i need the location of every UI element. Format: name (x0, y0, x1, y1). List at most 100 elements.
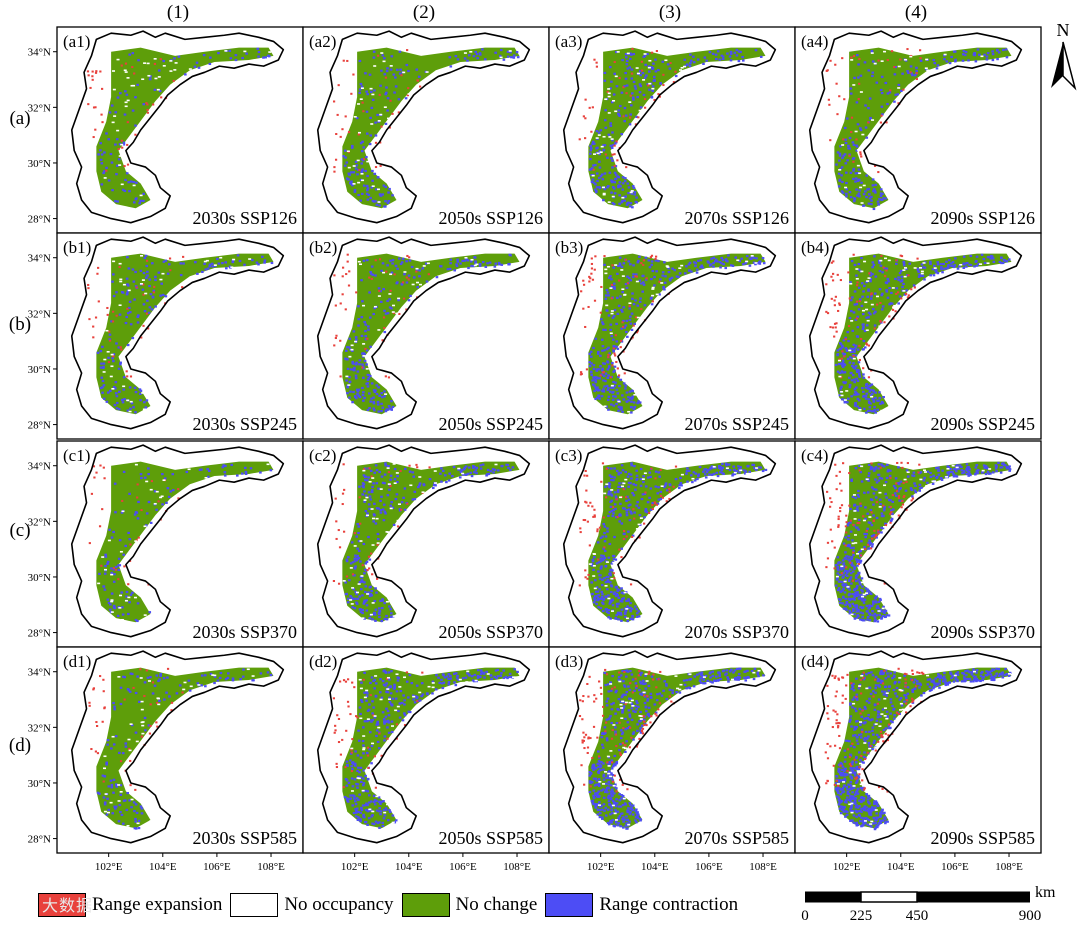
legend-label-no-change: No change (456, 894, 538, 916)
panel-caption: 2050s SSP245 (438, 414, 543, 434)
lon-tick-label: 106°E (449, 861, 477, 873)
map-panel-b2: (b2) 2050s SSP245 (303, 233, 549, 439)
lon-tick-label: 106°E (941, 861, 969, 873)
lat-tick-label: 30°N (28, 364, 51, 376)
lat-tick-label: 28°N (28, 214, 51, 226)
panel-id-label: (a2) (309, 32, 336, 51)
panel-caption: 2030s SSP245 (192, 414, 297, 434)
lat-tick-label: 32°N (28, 516, 51, 528)
panel-caption: 2090s SSP126 (930, 208, 1035, 228)
map-panel-d1: (d1) 2030s SSP585 (57, 647, 303, 853)
panel-id-label: (a4) (801, 32, 828, 51)
map-panel-b1: (b1) 2030s SSP245 (57, 233, 303, 439)
panel-caption: 2030s SSP370 (192, 622, 297, 642)
legend-label-range-expansion: Range expansion (92, 894, 222, 916)
legend-item-no-change: No change (402, 893, 538, 917)
lat-tick-label: 30°N (28, 572, 51, 584)
lat-tick-label: 34°N (28, 667, 51, 679)
lon-tick-label: 106°E (695, 861, 723, 873)
lon-tick-label: 102°E (833, 861, 861, 873)
panel-caption: 2070s SSP126 (684, 208, 789, 228)
lat-tick-label: 34°N (28, 253, 51, 265)
map-panel-d3: (d3) 2070s SSP585 (549, 647, 795, 853)
lon-tick-label: 104°E (395, 861, 423, 873)
panel-id-label: (b2) (309, 238, 337, 257)
lon-tick-label: 104°E (149, 861, 177, 873)
legend: Range expansion No occupancy No change R… (38, 892, 746, 918)
panel-id-label: (d2) (309, 652, 337, 671)
panel-id-label: (b1) (63, 238, 91, 257)
map-panel-d4: (d4) 2090s SSP585 (795, 647, 1041, 853)
scale-bar-graphic (805, 888, 1030, 908)
legend-label-no-occupancy: No occupancy (284, 894, 393, 916)
panel-id-label: (d3) (555, 652, 583, 671)
scale-label-0: 0 (801, 908, 809, 925)
legend-item-range-contraction: Range contraction (545, 893, 738, 917)
north-arrow-label: N (1057, 20, 1070, 40)
map-panel-a4: (a4) 2090s SSP126 (795, 27, 1041, 233)
lat-tick-label: 28°N (28, 834, 51, 846)
panel-id-label: (a1) (63, 32, 90, 51)
north-arrow-icon: N (1048, 18, 1078, 92)
scale-unit-label: km (1035, 884, 1055, 902)
panel-id-label: (c3) (555, 446, 582, 465)
map-panel-a2: (a2) 2050s SSP126 (303, 27, 549, 233)
legend-label-range-contraction: Range contraction (599, 894, 738, 916)
scale-label-450: 450 (906, 908, 929, 925)
scale-label-900: 900 (1019, 908, 1042, 925)
panel-id-label: (d1) (63, 652, 91, 671)
panel-caption: 2070s SSP585 (684, 828, 789, 848)
lat-tick-label: 28°N (28, 628, 51, 640)
panel-caption: 2070s SSP245 (684, 414, 789, 434)
lat-tick-label: 32°N (28, 722, 51, 734)
map-panel-c4: (c4) 2090s SSP370 (795, 441, 1041, 647)
watermark: 大数据 (42, 892, 93, 916)
panel-caption: 2090s SSP585 (930, 828, 1035, 848)
panel-caption: 2090s SSP370 (930, 622, 1035, 642)
panel-id-label: (b4) (801, 238, 829, 257)
panel-caption: 2030s SSP126 (192, 208, 297, 228)
lon-tick-label: 108°E (257, 861, 285, 873)
map-panel-d2: (d2) 2050s SSP585 (303, 647, 549, 853)
map-panel-a3: (a3) 2070s SSP126 (549, 27, 795, 233)
panel-id-label: (a3) (555, 32, 582, 51)
lon-tick-label: 108°E (503, 861, 531, 873)
lon-tick-label: 104°E (887, 861, 915, 873)
panel-id-label: (c1) (63, 446, 90, 465)
panel-id-label: (b3) (555, 238, 583, 257)
map-panel-c3: (c3) 2070s SSP370 (549, 441, 795, 647)
lat-tick-label: 32°N (28, 102, 51, 114)
lat-tick-label: 30°N (28, 158, 51, 170)
legend-item-no-occupancy: No occupancy (230, 893, 393, 917)
lat-tick-label: 32°N (28, 308, 51, 320)
legend-swatch-no-occupancy (230, 893, 278, 917)
legend-swatch-range-contraction (545, 893, 593, 917)
lon-tick-label: 102°E (341, 861, 369, 873)
map-panel-a1: (a1) 2030s SSP126 (57, 27, 303, 233)
panel-id-label: (c2) (309, 446, 336, 465)
panel-caption: 2070s SSP370 (684, 622, 789, 642)
lat-tick-label: 34°N (28, 47, 51, 59)
map-panel-c1: (c1) 2030s SSP370 (57, 441, 303, 647)
panel-caption: 2050s SSP585 (438, 828, 543, 848)
lon-tick-label: 106°E (203, 861, 231, 873)
map-panel-b3: (b3) 2070s SSP245 (549, 233, 795, 439)
scale-bar: 0 225 450 900 (805, 886, 1030, 920)
lon-tick-label: 108°E (995, 861, 1023, 873)
lat-tick-label: 30°N (28, 778, 51, 790)
lon-tick-label: 108°E (749, 861, 777, 873)
panel-caption: 2090s SSP245 (930, 414, 1035, 434)
lon-tick-label: 102°E (587, 861, 615, 873)
panel-caption: 2050s SSP126 (438, 208, 543, 228)
panel-id-label: (c4) (801, 446, 828, 465)
lat-tick-label: 34°N (28, 461, 51, 473)
legend-swatch-no-change (402, 893, 450, 917)
panel-id-label: (d4) (801, 652, 829, 671)
lon-tick-label: 104°E (641, 861, 669, 873)
panel-caption: 2050s SSP370 (438, 622, 543, 642)
map-panel-b4: (b4) 2090s SSP245 (795, 233, 1041, 439)
panel-caption: 2030s SSP585 (192, 828, 297, 848)
lat-tick-label: 28°N (28, 420, 51, 432)
